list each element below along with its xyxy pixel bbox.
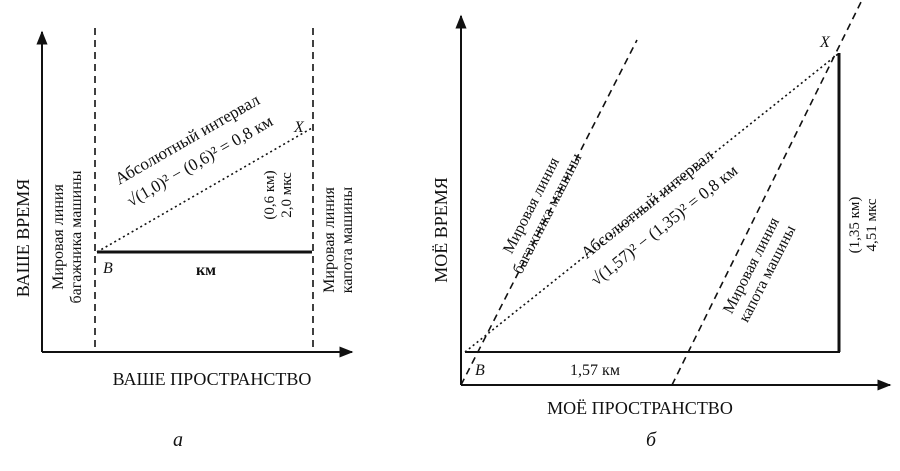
a-hood-label-2: капота машины <box>339 187 356 294</box>
b-x-axis-title: МОЁ ПРОСТРАНСТВО <box>547 398 733 418</box>
a-distance-label: км <box>196 262 216 279</box>
b-x-coordinate: (1,35 км) <box>847 197 863 254</box>
a-y-axis-title: ВАШЕ ВРЕМЯ <box>13 179 33 298</box>
a-x-coordinate: (0,6 км) <box>262 170 278 219</box>
a-point-x: X <box>293 119 305 136</box>
b-point-x: X <box>819 34 831 51</box>
a-x-axis-title: ВАШЕ ПРОСТРАНСТВО <box>113 369 312 389</box>
b-point-b: B <box>475 362 485 379</box>
a-trunk-label-2: багажника машины <box>68 170 85 303</box>
a-interval-line <box>96 127 313 253</box>
a-point-b: B <box>103 260 113 277</box>
b-x-time: 4,51 мкс <box>864 198 880 251</box>
a-x-time: 2,0 мкс <box>279 172 295 218</box>
a-hood-label-1: Мировая линия <box>321 187 338 293</box>
b-distance-label: 1,57 км <box>570 362 620 379</box>
b-caption: б <box>646 429 657 451</box>
a-caption: а <box>173 429 183 451</box>
diagram-b: B X 1,57 км Абсолютный интервал √(1,57)²… <box>431 0 892 451</box>
b-y-axis-title: МОЁ ВРЕМЯ <box>431 177 451 283</box>
a-trunk-label-1: Мировая линия <box>50 184 67 290</box>
b-trunk-worldline <box>460 39 638 386</box>
diagram-a: B X км Абсолютный интервал √(1,0)² − (0,… <box>13 28 356 451</box>
